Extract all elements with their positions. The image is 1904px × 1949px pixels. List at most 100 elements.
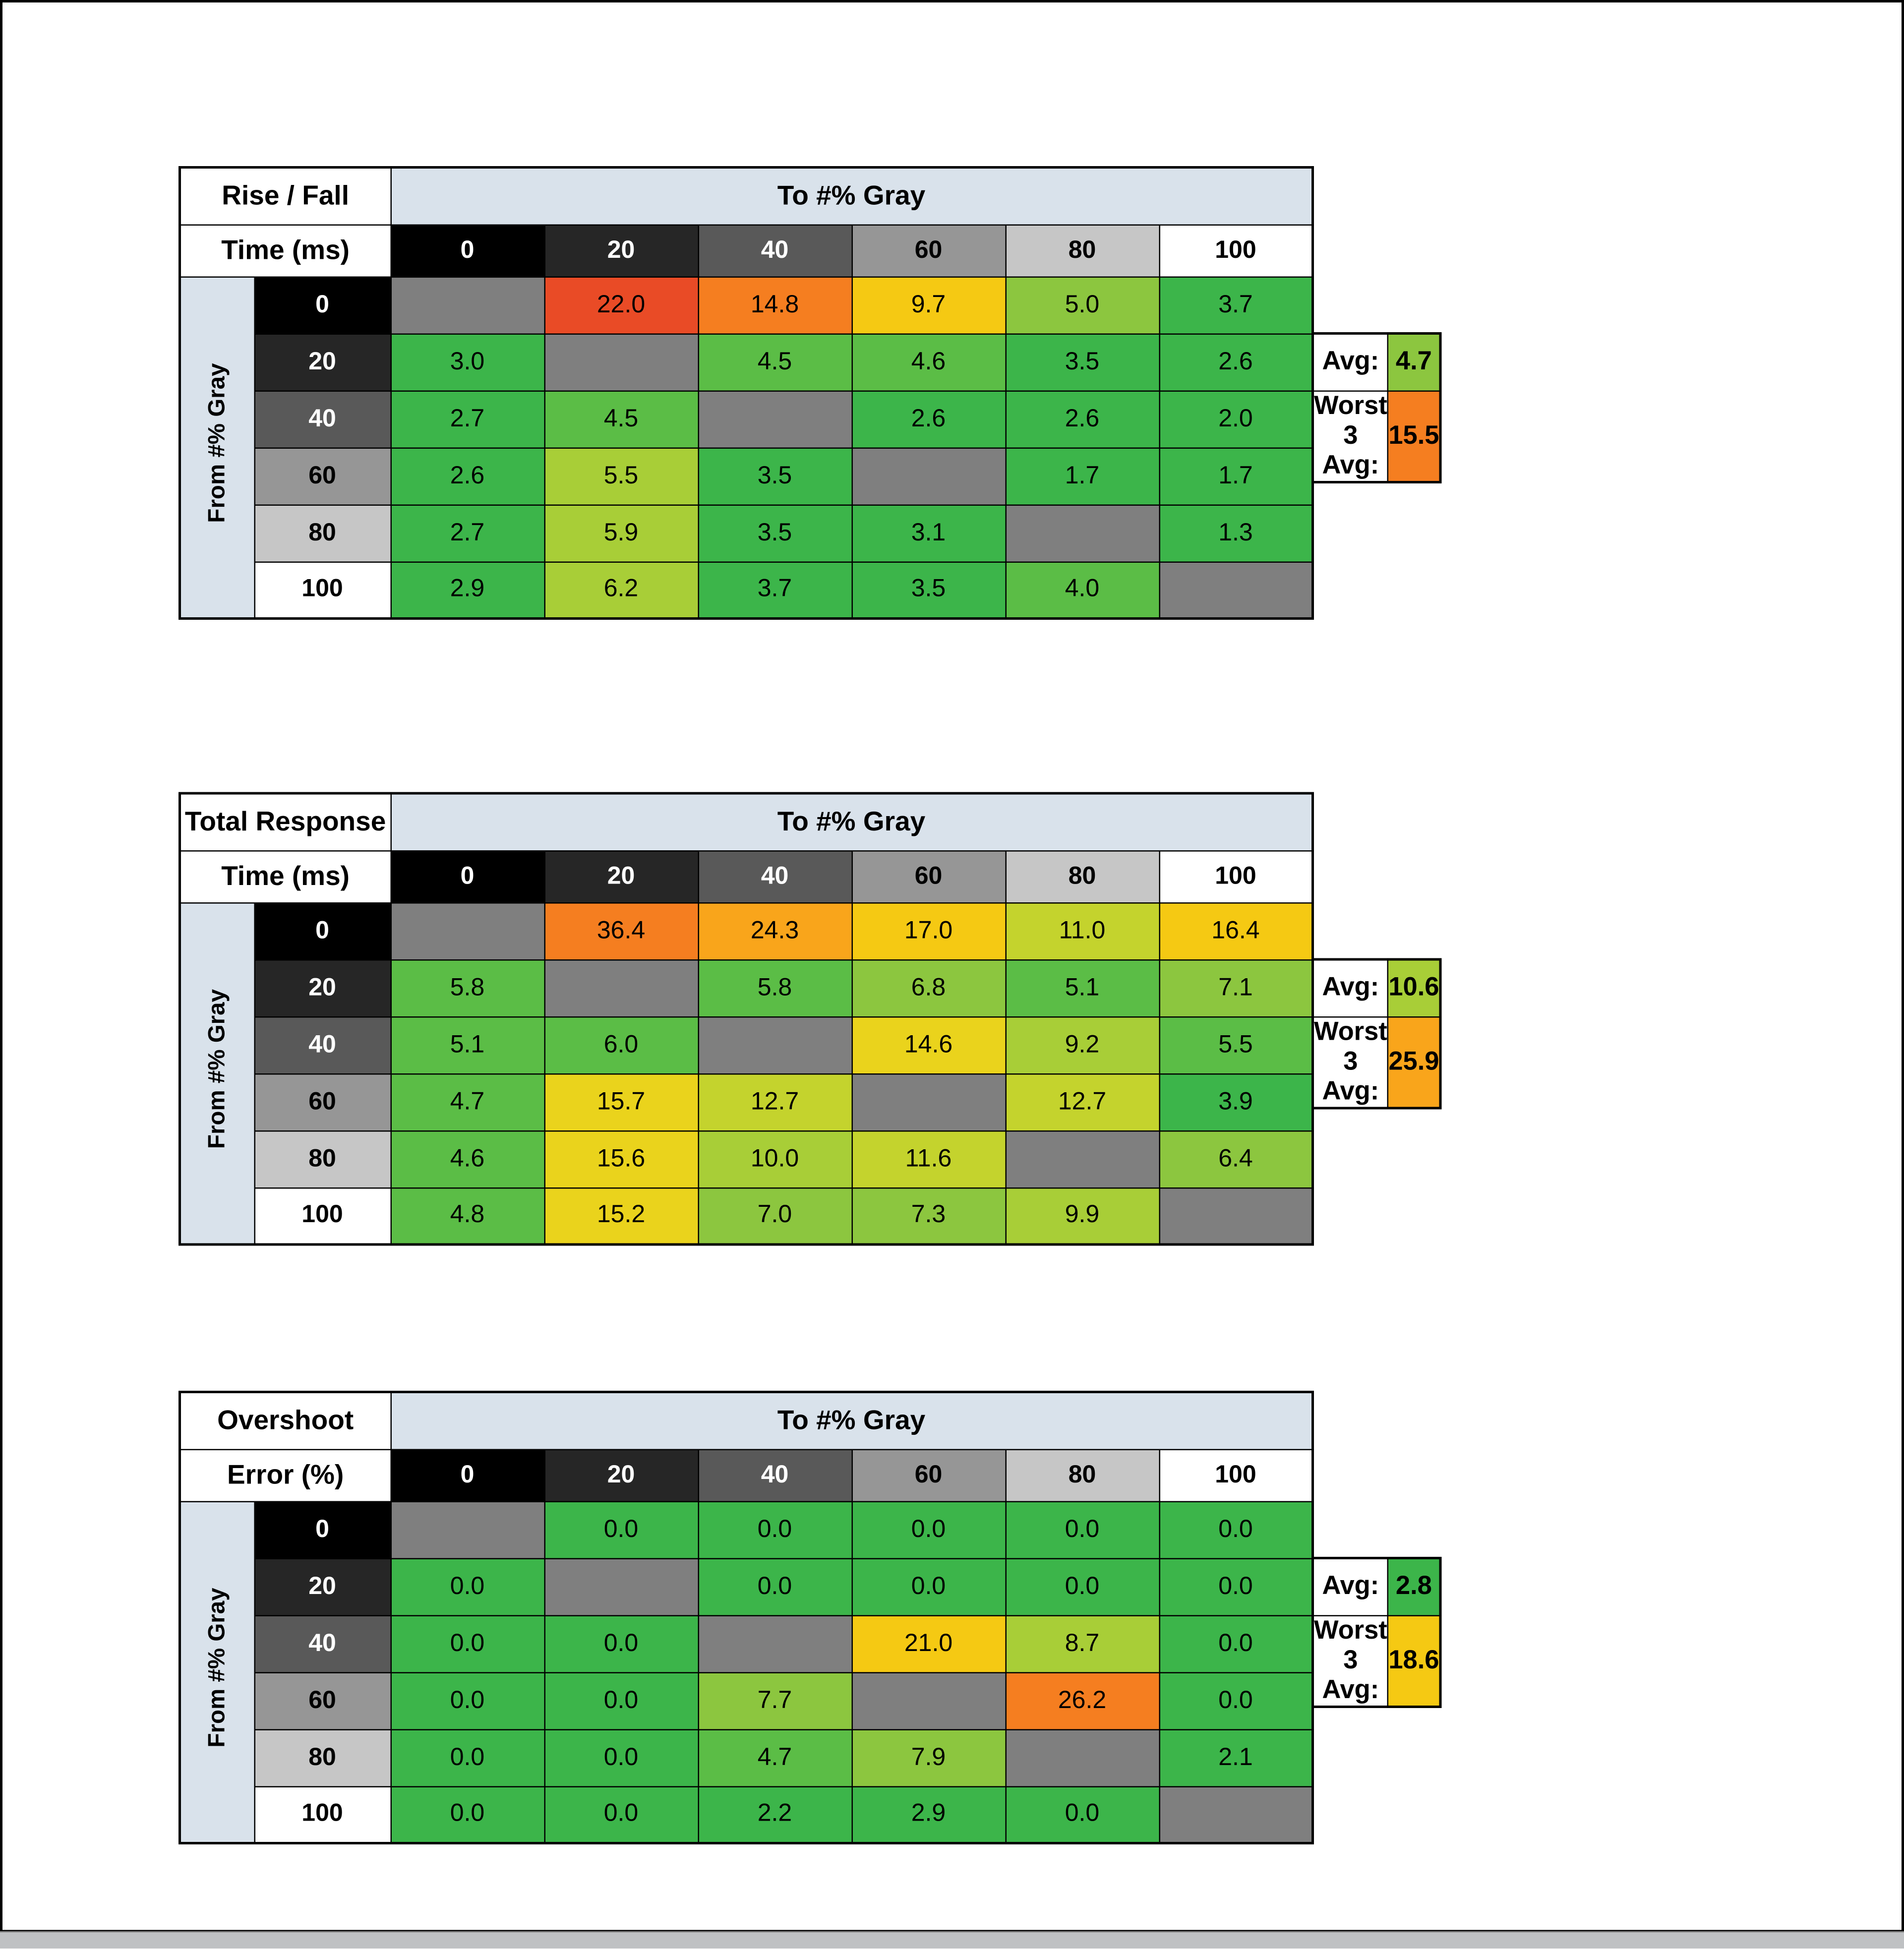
value-cell: 2.1 [1158,1728,1313,1787]
value-cell: 4.8 [390,1186,545,1245]
col-header-80: 80 [1005,849,1160,903]
col-header-20: 20 [543,1448,699,1502]
col-header-40: 40 [697,224,852,277]
row-header-20: 20 [253,958,391,1017]
col-header-100: 100 [1158,1448,1313,1502]
value-cell: 9.7 [851,276,1006,334]
diagonal-cell [543,1557,699,1616]
value-cell: 1.7 [1005,447,1160,505]
value-cell: 6.4 [1158,1129,1313,1188]
value-cell: 0.0 [1005,1500,1160,1559]
value-cell: 9.2 [1005,1015,1160,1074]
row-header-0: 0 [253,901,391,960]
value-cell: 11.0 [1005,901,1160,960]
value-cell: 4.5 [697,333,852,391]
value-cell: 7.1 [1158,958,1313,1017]
diagonal-cell [390,276,545,334]
value-cell: 9.9 [1005,1186,1160,1245]
from-gray-label: From #% Gray [179,276,255,619]
diagonal-cell [697,1614,852,1673]
value-cell: 14.8 [697,276,852,334]
diagonal-cell [851,1072,1006,1131]
value-cell: 4.7 [697,1728,852,1787]
heatmap-table: Total Response To #% Gray Time (ms) 0 20 40 60… [178,792,1314,1246]
value-cell: 11.6 [851,1129,1006,1188]
heatmap-table: Rise / Fall To #% Gray Time (ms) 0 20 40 60 80 1… [178,166,1314,620]
col-header-80: 80 [1005,224,1160,277]
value-cell: 2.7 [390,504,545,562]
table-title-line2: Time (ms) [179,849,391,903]
value-cell: 0.0 [851,1557,1006,1616]
col-header-60: 60 [851,1448,1006,1502]
value-cell: 4.5 [543,390,699,448]
value-cell: 2.9 [390,561,545,619]
value-cell: 2.2 [697,1785,852,1844]
diagonal-cell [1005,1129,1160,1188]
value-cell: 3.5 [697,504,852,562]
value-cell: 5.8 [697,958,852,1017]
diagonal-cell [697,1015,852,1074]
value-cell: 0.0 [1005,1557,1160,1616]
avg-value: 10.6 [1387,958,1441,1017]
value-cell: 0.0 [543,1785,699,1844]
value-cell: 3.5 [697,447,852,505]
avg-value: 2.8 [1387,1557,1441,1616]
row-header-100: 100 [253,1785,391,1844]
value-cell: 0.0 [1158,1557,1313,1616]
value-cell: 5.5 [543,447,699,505]
value-cell: 0.0 [1005,1785,1160,1844]
total-response-time-section: Total Response To #% Gray Time (ms) 0 20 40 60… [178,792,1442,1246]
value-cell: 2.6 [1158,333,1313,391]
row-header-80: 80 [253,504,391,562]
table-title-line2: Error (%) [179,1448,391,1502]
horizontal-scrollbar[interactable] [0,1931,1904,1949]
value-cell: 1.7 [1158,447,1313,505]
worst3avg-value: 18.6 [1387,1614,1441,1707]
col-header-100: 100 [1158,224,1313,277]
col-header-40: 40 [697,1448,852,1502]
diagonal-cell [1158,1186,1313,1245]
value-cell: 0.0 [851,1500,1006,1559]
diagonal-cell [851,1671,1006,1730]
to-gray-header: To #% Gray [390,792,1313,851]
col-header-40: 40 [697,849,852,903]
value-cell: 2.7 [390,390,545,448]
summary-panel: Avg: 10.6 Worst 3 Avg: 25.9 [1311,958,1442,1109]
worst3avg-label: Worst 3 Avg: [1312,390,1389,482]
row-header-80: 80 [253,1728,391,1787]
rise-fall-time-section: Rise / Fall To #% Gray Time (ms) 0 20 40 60 80 1… [178,166,1442,620]
value-cell: 15.6 [543,1129,699,1188]
worst3avg-value: 25.9 [1387,1015,1441,1108]
value-cell: 0.0 [543,1728,699,1787]
diagonal-cell [390,901,545,960]
value-cell: 4.0 [1005,561,1160,619]
diagonal-cell [390,1500,545,1559]
value-cell: 3.5 [851,561,1006,619]
value-cell: 3.9 [1158,1072,1313,1131]
value-cell: 4.6 [851,333,1006,391]
col-header-100: 100 [1158,849,1313,903]
col-header-0: 0 [390,1448,545,1502]
value-cell: 0.0 [543,1671,699,1730]
value-cell: 5.5 [1158,1015,1313,1074]
value-cell: 7.3 [851,1186,1006,1245]
row-header-100: 100 [253,1186,391,1245]
value-cell: 3.5 [1005,333,1160,391]
value-cell: 0.0 [1158,1500,1313,1559]
value-cell: 7.0 [697,1186,852,1245]
value-cell: 0.0 [390,1614,545,1673]
col-header-80: 80 [1005,1448,1160,1502]
avg-label: Avg: [1312,958,1389,1017]
summary-panel: Avg: 4.7 Worst 3 Avg: 15.5 [1311,332,1442,483]
table-title-line1: Total Response [179,792,391,851]
to-gray-header: To #% Gray [390,167,1313,225]
overshoot-error-section: Overshoot To #% Gray Error (%) 0 20 40 60 80 100… [178,1391,1442,1844]
value-cell: 0.0 [697,1500,852,1559]
value-cell: 14.6 [851,1015,1006,1074]
diagonal-cell [543,958,699,1017]
value-cell: 12.7 [1005,1072,1160,1131]
value-cell: 5.9 [543,504,699,562]
value-cell: 3.7 [697,561,852,619]
to-gray-header: To #% Gray [390,1391,1313,1450]
